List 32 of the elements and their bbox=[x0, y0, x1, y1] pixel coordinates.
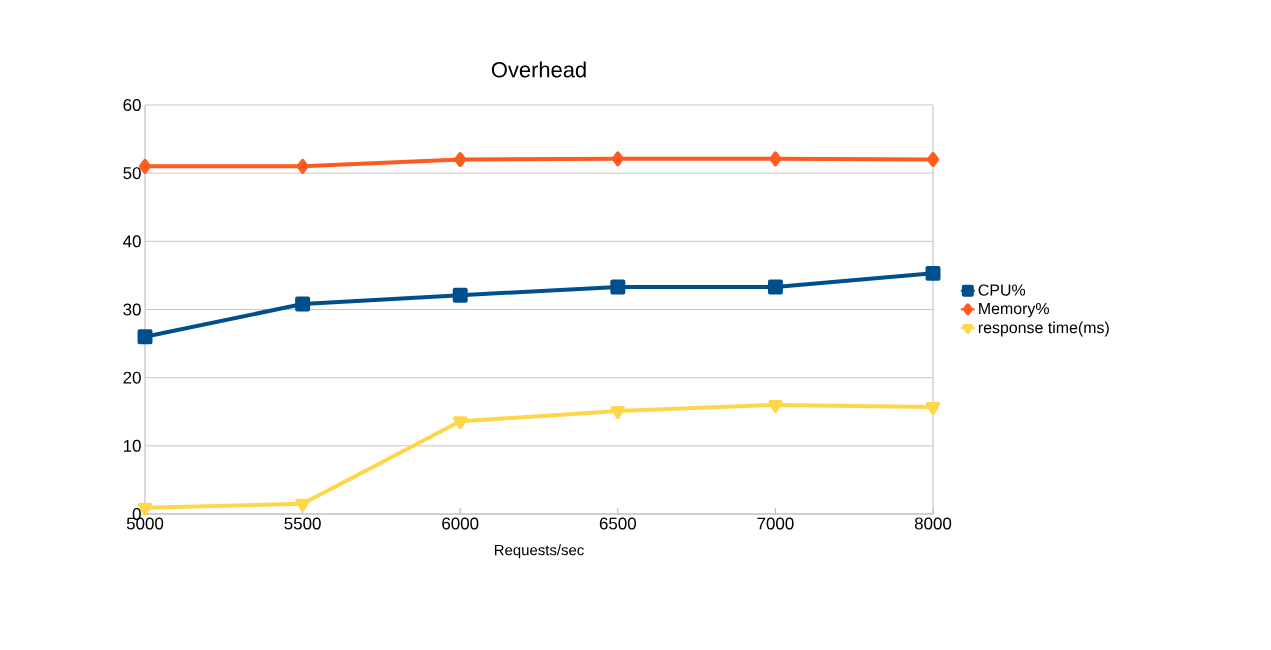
point bbox=[610, 406, 625, 420]
point bbox=[769, 151, 782, 167]
y-tick-label: 50 bbox=[123, 167, 141, 180]
point bbox=[767, 279, 783, 295]
x-axis-title: Requests/sec bbox=[494, 544, 584, 559]
x-tick-label: 6000 bbox=[442, 517, 479, 530]
y-tick-label: 20 bbox=[123, 371, 141, 384]
point bbox=[768, 399, 783, 413]
point bbox=[610, 279, 626, 295]
point bbox=[925, 265, 941, 281]
legend-label: CPU% bbox=[978, 284, 1026, 296]
legend-label: response time(ms) bbox=[978, 321, 1109, 337]
point bbox=[295, 296, 311, 312]
legend-label: Memory% bbox=[979, 302, 1049, 318]
x-tick-label: 5500 bbox=[284, 517, 321, 530]
point bbox=[137, 329, 153, 345]
point bbox=[925, 401, 941, 415]
point bbox=[453, 416, 468, 430]
x-tick-label: 8000 bbox=[914, 517, 952, 530]
point bbox=[611, 151, 624, 167]
x-tick-label: 7000 bbox=[757, 517, 794, 530]
y-tick-label: 60 bbox=[123, 98, 141, 111]
point bbox=[454, 152, 467, 167]
y-tick-label: 30 bbox=[123, 303, 141, 316]
point bbox=[452, 287, 468, 303]
point bbox=[296, 158, 309, 174]
point bbox=[295, 498, 310, 512]
y-tick-label: 40 bbox=[123, 235, 141, 248]
x-tick-label: 6500 bbox=[599, 517, 636, 530]
chart-title: Overhead bbox=[491, 61, 586, 78]
point bbox=[926, 152, 940, 167]
y-tick-label: 10 bbox=[123, 439, 141, 452]
